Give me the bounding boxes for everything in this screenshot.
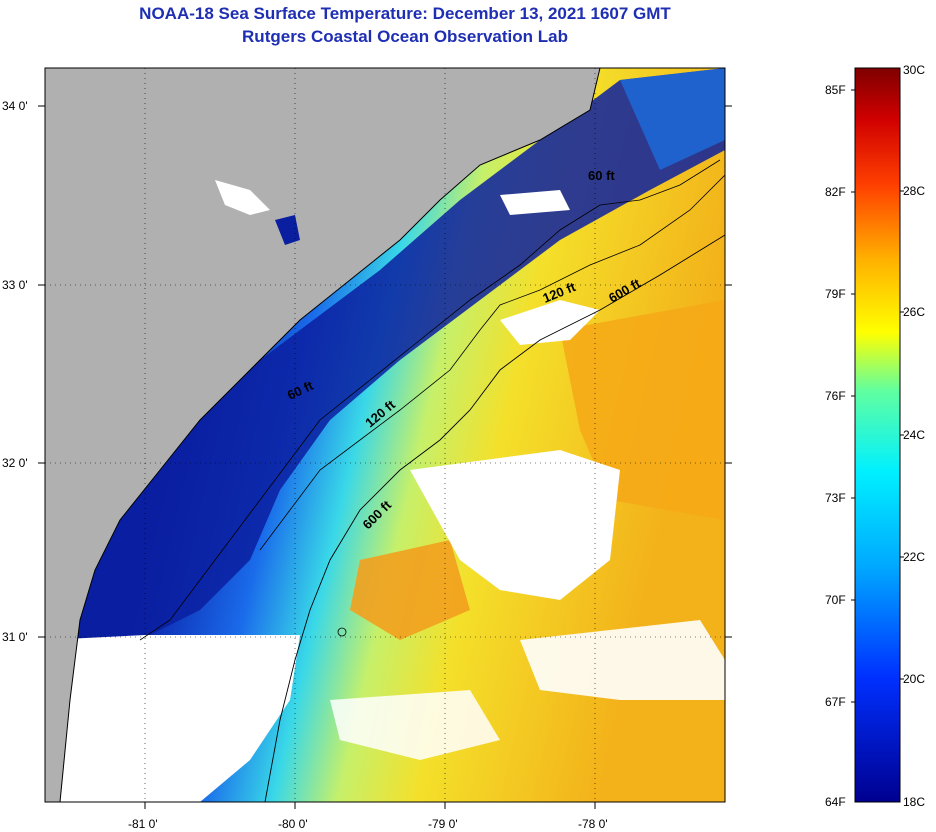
cbar-label-82F: 82F: [825, 185, 846, 199]
cbar-label-70F: 70F: [825, 593, 846, 607]
lat-tick-34: 34 0': [2, 99, 28, 113]
cbar-label-20C: 20C: [903, 672, 925, 686]
lon-tick-81: -81 0': [128, 817, 158, 831]
inland-cloud: [215, 180, 270, 215]
isobath-120ft: [259, 174, 725, 551]
cloud-mask: [45, 635, 300, 802]
cbar-label-30C: 30C: [903, 63, 925, 77]
colorbar-ticks: [851, 89, 904, 703]
map-frame: [44, 67, 726, 803]
cbar-label-18C: 18C: [903, 795, 925, 809]
cloud-mask: [500, 190, 570, 215]
cbar-label-67F: 67F: [825, 695, 846, 709]
map-title: NOAA-18 Sea Surface Temperature: Decembe…: [139, 4, 671, 23]
lat-tick-31: 31 0': [2, 630, 28, 644]
cbar-label-85F: 85F: [825, 83, 846, 97]
isobath-60ft: [139, 159, 721, 641]
cloud-mask: [500, 300, 600, 345]
map-plot-area: [45, 68, 725, 802]
isobath-600ft: [264, 234, 725, 802]
coastline: [59, 68, 601, 802]
graticule: [45, 68, 725, 802]
latitude-axis: 34 0' 33 0' 32 0' 31 0': [2, 99, 28, 644]
land-mass: [45, 68, 600, 802]
lat-tick-33: 33 0': [2, 278, 28, 292]
cbar-label-24C: 24C: [903, 428, 925, 442]
tick-marks: [38, 105, 732, 809]
temperature-colorbar: [854, 67, 901, 803]
cloud-mask: [330, 690, 500, 760]
cbar-label-28C: 28C: [903, 184, 925, 198]
map-subtitle: Rutgers Coastal Ocean Observation Lab: [242, 27, 568, 46]
cloud-mask: [410, 450, 620, 600]
colorbar-labels: 85F 82F 79F 76F 73F 70F 67F 64F 30C 28C …: [825, 63, 925, 809]
cbar-label-73F: 73F: [825, 491, 846, 505]
warm-water-patch: [350, 540, 470, 640]
cbar-label-76F: 76F: [825, 389, 846, 403]
longitude-axis: -81 0' -80 0' -79 0' -78 0': [128, 817, 608, 831]
inland-lake: [275, 215, 300, 245]
cloud-mask: [520, 620, 725, 700]
cbar-label-64F: 64F: [825, 795, 846, 809]
cbar-label-22C: 22C: [903, 550, 925, 564]
lon-tick-79: -79 0': [428, 817, 458, 831]
cbar-label-26C: 26C: [903, 305, 925, 319]
lat-tick-32: 32 0': [2, 456, 28, 470]
cbar-label-79F: 79F: [825, 287, 846, 301]
lon-tick-80: -80 0': [278, 817, 308, 831]
contour-label-60ft-north: 60 ft: [588, 168, 615, 183]
lon-tick-78: -78 0': [578, 817, 608, 831]
